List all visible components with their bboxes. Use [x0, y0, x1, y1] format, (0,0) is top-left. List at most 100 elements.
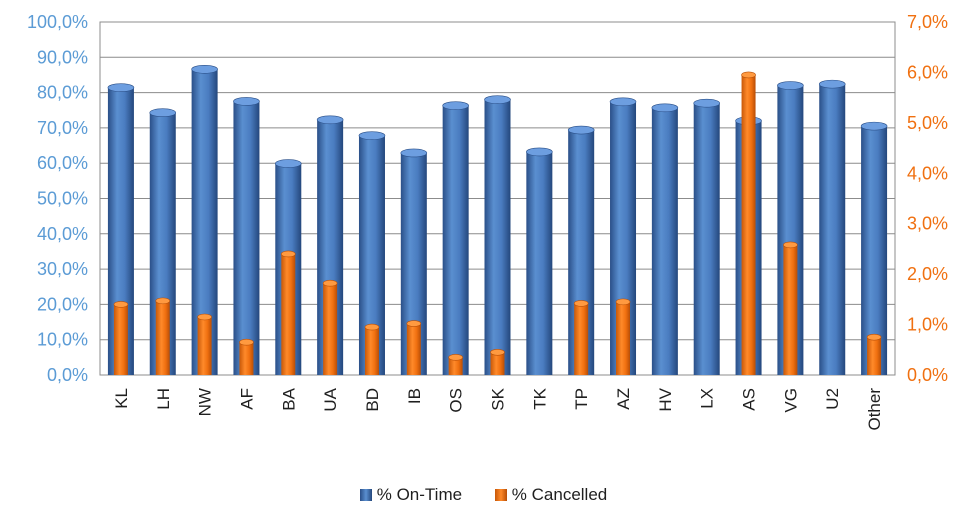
legend-item-cancelled: % Cancelled [494, 485, 608, 505]
bar-cancelled-cap [155, 297, 171, 305]
bar-on-time [651, 107, 678, 376]
category-label: NW [196, 388, 215, 416]
left-axis-tick-label: 30,0% [37, 259, 88, 279]
bar-cancelled [364, 327, 379, 375]
bar-cancelled [867, 337, 882, 375]
bar-cancelled [448, 357, 463, 375]
category-label: LX [698, 388, 717, 409]
right-axis-tick-label: 5,0% [907, 113, 948, 133]
bar-on-time-cap [149, 108, 177, 118]
bar-cancelled-cap [573, 300, 589, 307]
category-label: TP [572, 388, 591, 410]
right-axis-tick-label: 0,0% [907, 365, 948, 385]
left-axis-tick-label: 80,0% [37, 83, 88, 103]
left-axis-tick-label: 60,0% [37, 153, 88, 173]
category-label: IB [405, 388, 424, 404]
bar-cancelled-cap [113, 301, 129, 308]
bar-cancelled-cap [197, 313, 212, 321]
category-label: TK [530, 387, 549, 409]
bar-on-time-cap [860, 121, 888, 131]
category-label: OS [447, 388, 466, 413]
bar-on-time-cap [526, 147, 553, 157]
dual-axis-bar-chart: 0,0% 10,0% 20,0% 30,0% 40,0% 50,0% 60,0% 70,0% 8… [27, 12, 948, 431]
left-axis-tick-label: 100,0% [27, 12, 88, 32]
bar-on-time [526, 151, 553, 375]
legend-item-on-time: % On-Time [359, 485, 463, 505]
legend: % On-Time % Cancelled [0, 485, 967, 506]
category-label: SK [489, 387, 508, 410]
bar-cancelled [323, 283, 338, 375]
legend-swatch-cancelled [494, 489, 507, 501]
category-axis-labels: KL LH NW AF BA UA BD IB OS SK TK TP AZ HV LX AS VG U2 Othe… [112, 387, 884, 430]
bar-cancelled-cap [490, 349, 505, 356]
bar-cancelled [490, 352, 505, 375]
left-axis-tick-label: 40,0% [37, 224, 88, 244]
left-axis-tick-label: 90,0% [37, 47, 88, 67]
right-axis-tick-label: 7,0% [907, 12, 948, 32]
legend-label-on-time: % On-Time [376, 485, 463, 504]
bar-on-time-cap [274, 159, 302, 168]
bar-cancelled-cap [280, 250, 296, 258]
bar-on-time-cap [442, 101, 469, 110]
bar-on-time-cap [609, 97, 637, 107]
bar-on-time [484, 99, 511, 375]
right-axis-tick-label: 3,0% [907, 214, 948, 234]
left-axis-ticks: 0,0% 10,0% 20,0% 30,0% 40,0% 50,0% 60,0% 70,0% 8… [27, 12, 88, 385]
category-label: BD [363, 388, 382, 412]
bar-cancelled [239, 342, 254, 375]
category-label: Other [865, 388, 884, 431]
left-axis-tick-label: 50,0% [37, 189, 88, 209]
category-label: U2 [823, 388, 842, 410]
bar-cancelled [741, 74, 756, 375]
bar-cancelled [155, 300, 170, 375]
right-axis-ticks: 0,0% 1,0% 2,0% 3,0% 4,0% 5,0% 6,0% 7,0% [907, 12, 948, 385]
right-axis-tick-label: 1,0% [907, 315, 948, 335]
left-axis-tick-label: 20,0% [37, 294, 88, 314]
legend-label-cancelled: % Cancelled [511, 485, 608, 504]
bar-cancelled-cap [615, 298, 631, 306]
category-label: VG [781, 388, 800, 413]
category-label: LH [154, 388, 173, 410]
bar-cancelled [197, 317, 212, 375]
bar-cancelled-cap [322, 279, 338, 287]
bar-on-time-cap [233, 97, 260, 106]
bar-series [107, 65, 888, 376]
bar-cancelled-cap [364, 323, 380, 331]
bar-on-time-cap [400, 148, 428, 158]
category-label: HV [656, 387, 675, 411]
left-axis-tick-label: 0,0% [47, 365, 88, 385]
bar-on-time-cap [484, 95, 511, 104]
category-label: AS [740, 388, 759, 411]
bar-on-time [442, 105, 469, 375]
left-axis-tick-label: 10,0% [37, 330, 88, 350]
bar-cancelled-cap [741, 71, 756, 79]
category-label: AZ [614, 388, 633, 410]
bar-on-time-cap [777, 81, 804, 90]
bar-on-time-cap [651, 103, 679, 113]
bar-cancelled-cap [406, 320, 422, 327]
bar-cancelled [406, 323, 421, 375]
category-label: AF [237, 388, 256, 410]
bar-cancelled-cap [239, 338, 254, 346]
right-axis-tick-label: 4,0% [907, 163, 948, 183]
category-label: BA [279, 387, 298, 410]
bar-cancelled-cap [783, 241, 798, 249]
left-axis-tick-label: 70,0% [37, 118, 88, 138]
category-label: KL [112, 388, 131, 409]
grid-lines [100, 56, 895, 341]
legend-swatch-on-time [359, 489, 372, 501]
bar-cancelled [783, 244, 798, 375]
bar-cancelled [616, 301, 631, 375]
bar-on-time [233, 101, 260, 376]
bar-on-time-cap [107, 83, 135, 92]
right-axis-tick-label: 2,0% [907, 264, 948, 284]
bar-on-time [819, 84, 846, 376]
bar-cancelled-cap [448, 354, 463, 361]
bar-on-time-cap [358, 131, 386, 140]
bar-on-time-cap [316, 115, 344, 125]
bar-on-time-cap [693, 98, 721, 108]
bar-on-time [861, 126, 888, 375]
bar-cancelled [574, 303, 589, 375]
bar-on-time-cap [567, 125, 595, 135]
bar-on-time [693, 103, 720, 375]
